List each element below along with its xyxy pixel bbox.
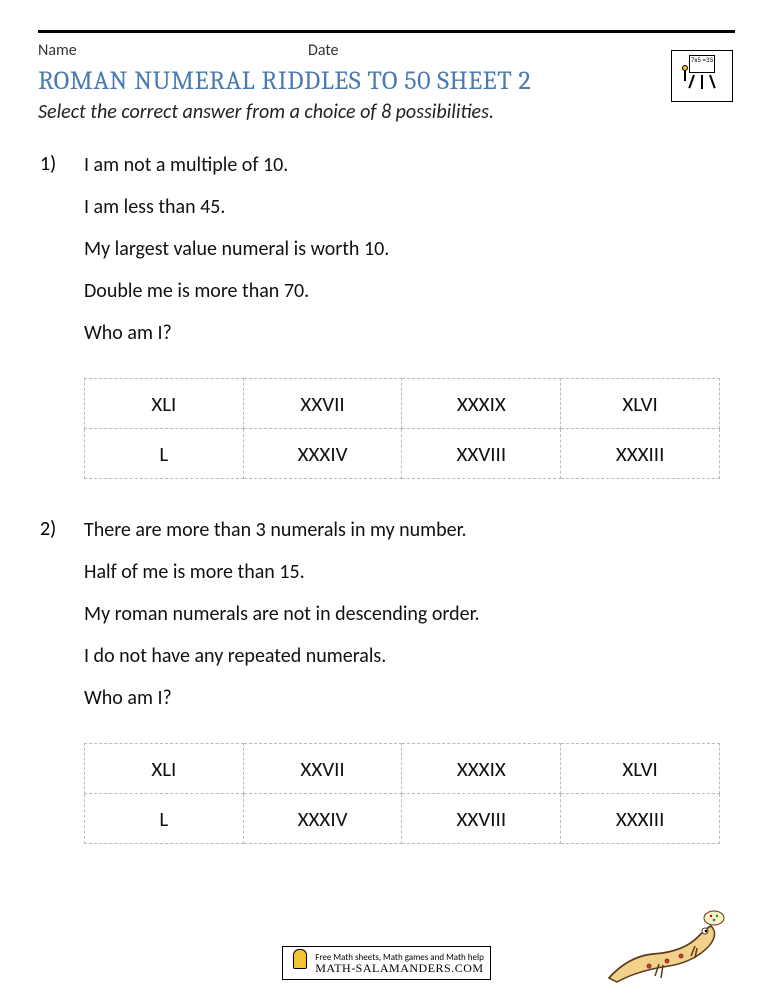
question-row: 2)There are more than 3 numerals in my n… — [38, 517, 735, 727]
answer-choice[interactable]: XXXIII — [561, 794, 720, 844]
answer-choice[interactable]: XXVIII — [402, 794, 561, 844]
logo-board-text: 7x5 =35 — [689, 55, 715, 73]
clue-text: Who am I? — [84, 320, 735, 346]
question-number: 2) — [38, 517, 84, 727]
answer-choice[interactable]: XXXIV — [243, 429, 402, 479]
answer-choice[interactable]: XXVII — [243, 744, 402, 794]
clue-text: Half of me is more than 15. — [84, 559, 735, 585]
answer-choice[interactable]: XXXIX — [402, 379, 561, 429]
clue-text: I am less than 45. — [84, 194, 735, 220]
question: 1)I am not a multiple of 10. I am less th… — [38, 152, 735, 479]
answer-choice[interactable]: XXXIX — [402, 744, 561, 794]
page-title: ROMAN NUMERAL RIDDLES TO 50 SHEET 2 — [38, 66, 735, 96]
answer-choice[interactable]: XLI — [85, 379, 244, 429]
answer-row: XLIXXVIIXXXIXXLVI — [85, 379, 720, 429]
answer-choice[interactable]: XLVI — [561, 379, 720, 429]
answer-choice[interactable]: XLI — [85, 744, 244, 794]
answer-choice[interactable]: XXVIII — [402, 429, 561, 479]
question: 2)There are more than 3 numerals in my n… — [38, 517, 735, 844]
answer-row: XLIXXVIIXXXIXXLVI — [85, 744, 720, 794]
answer-grid: XLIXXVIIXXXIXXLVILXXXIVXXVIIIXXXIII — [84, 743, 720, 844]
answer-grid: XLIXXVIIXXXIXXLVILXXXIVXXVIIIXXXIII — [84, 378, 720, 479]
question-body: I am not a multiple of 10. I am less than… — [84, 152, 735, 362]
question-row: 1)I am not a multiple of 10. I am less th… — [38, 152, 735, 362]
salamander-mascot-icon — [599, 906, 739, 986]
footer-line2: MATH-SALAMANDERS.COM — [315, 963, 484, 974]
clue-text: My roman numerals are not in descending … — [84, 601, 735, 627]
answer-choice[interactable]: L — [85, 429, 244, 479]
header-row: Name Date — [38, 41, 735, 60]
answer-choice[interactable]: XXVII — [243, 379, 402, 429]
logo-chalkboard: 7x5 =35 — [671, 50, 733, 102]
question-number: 1) — [38, 152, 84, 362]
answer-choice[interactable]: XXXIV — [243, 794, 402, 844]
page-subtitle: Select the correct answer from a choice … — [38, 100, 735, 124]
answer-row: LXXXIVXXVIIIXXXIII — [85, 794, 720, 844]
top-rule — [38, 30, 735, 33]
clue-text: I am not a multiple of 10. — [84, 152, 735, 178]
clue-text: Who am I? — [84, 685, 735, 711]
question-body: There are more than 3 numerals in my num… — [84, 517, 735, 727]
clue-text: There are more than 3 numerals in my num… — [84, 517, 735, 543]
clue-text: Double me is more than 70. — [84, 278, 735, 304]
clue-text: My largest value numeral is worth 10. — [84, 236, 735, 262]
footer-text: Free Math sheets, Math games and Math he… — [315, 952, 484, 974]
footer-attribution: Free Math sheets, Math games and Math he… — [282, 946, 491, 980]
answer-choice[interactable]: XLVI — [561, 744, 720, 794]
questions-container: 1)I am not a multiple of 10. I am less th… — [38, 152, 735, 844]
answer-choice[interactable]: L — [85, 794, 244, 844]
footer-salamander-icon — [289, 949, 311, 977]
answer-row: LXXXIVXXVIIIXXXIII — [85, 429, 720, 479]
name-label: Name — [38, 41, 308, 60]
clue-text: I do not have any repeated numerals. — [84, 643, 735, 669]
answer-choice[interactable]: XXXIII — [561, 429, 720, 479]
